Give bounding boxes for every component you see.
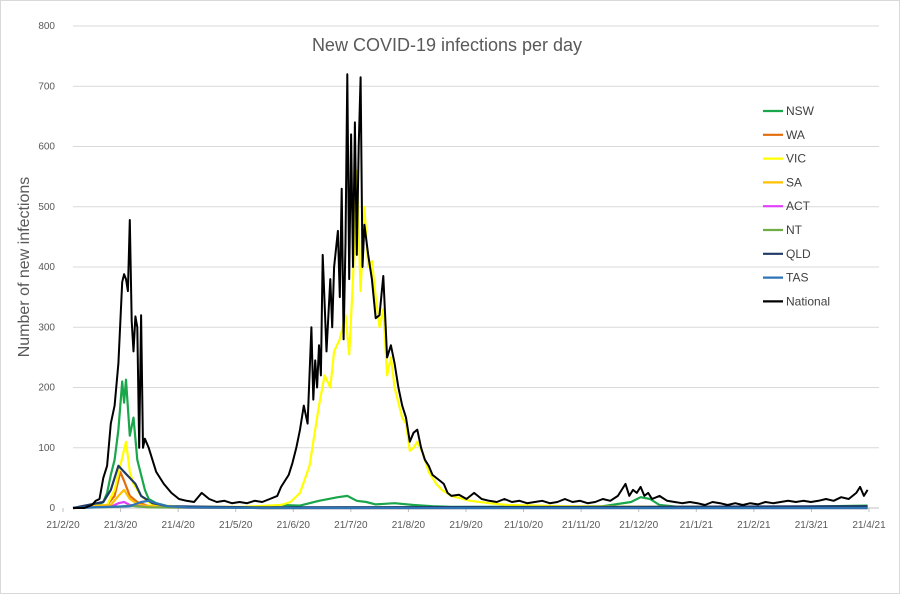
chart-title: New COVID-19 infections per day: [312, 35, 582, 55]
x-tick-label: 21/10/20: [504, 520, 543, 531]
x-tick-label: 21/2/21: [737, 520, 771, 531]
legend-label-tas: TAS: [786, 271, 808, 285]
x-tick-label: 21/9/20: [449, 520, 483, 531]
x-tick-label: 21/1/21: [680, 520, 714, 531]
legend-label-nt: NT: [786, 223, 803, 237]
x-tick-label: 21/12/20: [619, 520, 658, 531]
x-tick-label: 21/3/20: [104, 520, 138, 531]
legend: NSW WA VIC SA ACT NT QLD TAS National: [763, 104, 830, 308]
x-tick-label: 21/8/20: [392, 520, 426, 531]
legend-label-national: National: [786, 294, 830, 308]
x-tick-label: 21/2/20: [46, 520, 80, 531]
x-tick-label: 21/11/20: [562, 520, 601, 531]
x-tick-label: 21/6/20: [277, 520, 311, 531]
x-tick-label: 21/4/20: [161, 520, 195, 531]
y-axis-ticks: 0 100 200 300 400 500 600 700 800: [38, 21, 55, 514]
legend-label-act: ACT: [786, 199, 811, 213]
y-tick-label: 600: [38, 142, 55, 153]
series-lines: [72, 73, 869, 510]
y-tick-label: 800: [38, 21, 55, 32]
series-line-nsw: [72, 378, 868, 510]
y-tick-label: 200: [38, 383, 55, 394]
x-tick-label: 21/3/21: [795, 520, 829, 531]
legend-label-wa: WA: [786, 128, 805, 142]
series-line-vic: [72, 169, 868, 510]
y-tick-label: 100: [38, 443, 55, 454]
x-tick-label: 21/5/20: [219, 520, 253, 531]
y-axis-label: Number of new infections: [16, 177, 33, 358]
legend-label-nsw: NSW: [786, 104, 815, 118]
y-tick-label: 0: [49, 503, 55, 514]
legend-label-qld: QLD: [786, 247, 811, 261]
legend-label-vic: VIC: [786, 152, 806, 166]
y-tick-label: 700: [38, 81, 55, 92]
x-tick-label: 21/7/20: [334, 520, 368, 531]
y-tick-label: 500: [38, 202, 55, 213]
x-axis-ticks: 21/2/20 21/3/20 21/4/20 21/5/20 21/6/20 21/7/…: [46, 508, 886, 531]
legend-label-sa: SA: [786, 175, 802, 189]
y-tick-label: 400: [38, 262, 55, 273]
series-line-sa: [72, 488, 868, 510]
gridlines: [73, 25, 879, 509]
x-tick-label: 21/4/21: [852, 520, 886, 531]
y-tick-label: 300: [38, 322, 55, 333]
series-line-national: [73, 73, 869, 509]
series-line-tas: [72, 499, 868, 510]
